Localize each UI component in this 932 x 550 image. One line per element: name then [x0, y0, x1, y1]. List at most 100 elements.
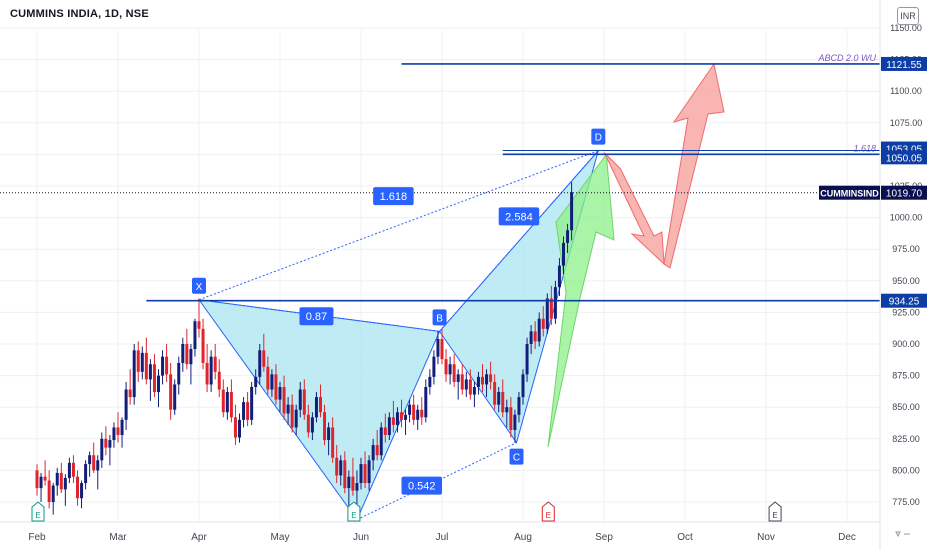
candle-body — [148, 364, 152, 380]
ratio-label: 0.542 — [408, 481, 436, 493]
candle-body — [270, 374, 274, 390]
candle-body — [177, 362, 181, 385]
candle-body — [189, 349, 193, 365]
candle-body — [96, 460, 100, 471]
earnings-event-label: E — [772, 511, 777, 520]
candle-body — [395, 412, 399, 425]
horizontal-line-caption: 1.618 — [853, 143, 876, 153]
candle-body — [355, 483, 359, 491]
pattern-point-label: X — [196, 282, 203, 293]
candle-body — [549, 298, 553, 319]
candle-body — [529, 331, 533, 344]
candle-body — [416, 409, 420, 420]
candle-body — [489, 374, 493, 382]
candle-body — [116, 427, 120, 436]
settings-icon — [895, 531, 910, 538]
price-tick-label: 800.00 — [892, 465, 920, 475]
candle-body — [229, 392, 233, 418]
candle-body — [363, 464, 367, 484]
projection-arrows — [547, 62, 725, 448]
candle-body — [436, 338, 440, 357]
candle-body — [517, 397, 521, 415]
ratio-label: 0.87 — [306, 311, 327, 323]
green-arrow — [547, 153, 615, 448]
candle-body — [371, 445, 375, 461]
candle-body — [400, 412, 403, 420]
candle-body — [266, 366, 270, 390]
candle-body — [136, 350, 140, 372]
pattern-point-d — [591, 128, 606, 145]
candles — [35, 182, 574, 519]
candle-body — [432, 356, 436, 377]
candle-body — [120, 419, 124, 436]
candle-body — [383, 427, 387, 436]
currency-button[interactable]: INR — [897, 7, 919, 25]
time-axis: Feb Mar Apr May Jun Jul Aug Sep Oct Nov Dec — [0, 521, 910, 543]
candle-body — [428, 376, 432, 387]
month-label: Apr — [191, 532, 207, 543]
candle-body — [335, 457, 339, 476]
candle-body — [327, 427, 331, 441]
candle-body — [375, 445, 379, 456]
candle-body — [35, 470, 39, 489]
pattern-line-xd — [198, 150, 599, 301]
chart-title: CUMMINS INDIA, 1D, NSE — [10, 8, 149, 20]
pattern-point-x — [192, 277, 206, 294]
candle-body — [408, 404, 412, 415]
candle-body — [570, 192, 574, 231]
pattern-point-label: C — [513, 453, 520, 464]
ratio-label: 1.618 — [380, 191, 408, 203]
earnings-event-label: E — [546, 511, 551, 520]
earnings-event — [541, 501, 555, 522]
price-tag-label: 1053.05 — [886, 145, 923, 156]
candle-body — [238, 419, 241, 438]
candle-body — [152, 364, 156, 393]
month-label: Jul — [436, 532, 449, 543]
candle-body — [501, 392, 505, 413]
candle-body — [302, 389, 306, 415]
price-tag-label: 934.25 — [889, 297, 920, 308]
month-label: Aug — [514, 532, 532, 543]
candle-body — [391, 417, 395, 425]
candle-body — [221, 389, 225, 413]
candle-body — [124, 389, 128, 420]
candle-body — [290, 404, 294, 428]
ratio-badge — [498, 207, 540, 226]
ratio-badge — [299, 307, 334, 326]
candle-body — [233, 417, 237, 438]
candle-body — [444, 359, 448, 375]
candle-body — [412, 404, 416, 420]
price-tick-label: 850.00 — [892, 402, 920, 412]
candle-body — [274, 374, 278, 400]
candle-body — [456, 374, 460, 382]
candle-body — [132, 350, 136, 398]
candle-body — [497, 392, 501, 405]
price-tick-label: 1000.00 — [890, 213, 923, 223]
candle-body — [468, 379, 472, 395]
ratio-badge — [401, 476, 442, 495]
candle-body — [509, 407, 513, 430]
earnings-event — [347, 501, 361, 522]
month-label: Nov — [757, 532, 775, 543]
pattern-point-c — [509, 448, 524, 465]
candle-body — [464, 379, 468, 390]
candle-body — [367, 460, 371, 484]
earnings-event — [31, 501, 45, 522]
candle-body — [545, 298, 549, 329]
candle-body — [379, 427, 383, 456]
candle-body — [205, 362, 209, 385]
candle-body — [88, 455, 92, 465]
candle-body — [55, 472, 59, 486]
candle-body — [157, 375, 160, 393]
price-tick-label: 900.00 — [892, 339, 920, 349]
candle-body — [250, 386, 254, 420]
candle-body — [108, 440, 112, 448]
candle-body — [485, 374, 489, 385]
red-arrow-down — [603, 152, 665, 266]
candle-body — [343, 460, 347, 489]
pattern-labels: X B C D 1.618 0.87 2.584 0.542 — [192, 128, 606, 495]
candle-body — [104, 438, 108, 448]
candle-body — [67, 462, 71, 478]
candle-body — [566, 230, 570, 243]
